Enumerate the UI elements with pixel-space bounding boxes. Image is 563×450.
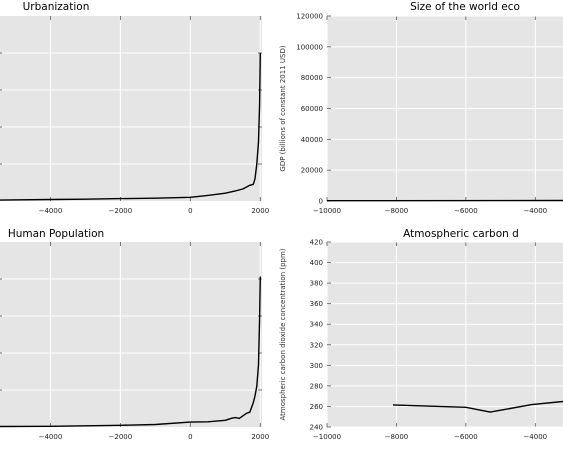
- y-tick-label: 100000: [296, 43, 323, 51]
- x-tick-label: −4000: [523, 433, 547, 441]
- chart-title: Human Population: [8, 228, 104, 240]
- y-tick-label: 340: [310, 321, 323, 329]
- chart-panel-3: −4000 −2000 0 2000 Human Population: [0, 228, 269, 441]
- x-tick-label: −6000: [454, 207, 478, 215]
- y-axis-label: GDP (billions of constant 2011 USD): [279, 45, 287, 171]
- x-tick-label: −8000: [385, 207, 409, 215]
- x-tick-label: 2000: [251, 207, 269, 215]
- y-tick-label: 120000: [296, 13, 323, 21]
- y-tick-label: 280: [310, 382, 323, 390]
- plot-background: [0, 242, 262, 427]
- plot-background: [0, 16, 262, 201]
- x-tick-label: −2000: [109, 207, 133, 215]
- y-tick-label: 0: [319, 198, 323, 206]
- y-tick-label: 380: [310, 280, 323, 288]
- y-axis-label: Atmospheric carbon dioxide concentration…: [279, 248, 287, 420]
- x-tick-label: −4000: [523, 207, 547, 215]
- x-tick-label: −4000: [39, 433, 63, 441]
- x-tick-label: −2000: [109, 433, 133, 441]
- series-line-1: [392, 400, 563, 413]
- y-tick-label: 80000: [301, 74, 323, 82]
- series-line-1: [0, 52, 261, 201]
- x-tick-label: 0: [188, 207, 192, 215]
- y-tick-label: 20000: [301, 167, 323, 175]
- chart-panel-4: −10000 −8000 −6000 −4000 240 260 280 300 320 340 3…: [279, 228, 563, 441]
- chart-title: Urbanization: [23, 1, 90, 13]
- y-tick-label: 360: [310, 300, 323, 308]
- y-tick-label: 420: [310, 239, 323, 247]
- y-tick-label: 320: [310, 341, 323, 349]
- x-tick-label: 0: [188, 433, 192, 441]
- y-tick-label: 60000: [301, 105, 323, 113]
- chart-panel-2: −10000 −8000 −6000 −4000 0 20000 40000 60000 800…: [279, 1, 563, 215]
- y-tick-label: 300: [310, 362, 323, 370]
- chart-title: Size of the world eco: [410, 1, 520, 13]
- x-tick-label: −4000: [39, 207, 63, 215]
- chart-panel-1: −4000 −2000 0 2000 Urbanization: [0, 1, 269, 215]
- x-tick-label: −10000: [313, 207, 341, 215]
- plot-background: [327, 242, 563, 427]
- y-tick-label: 400: [310, 259, 323, 267]
- y-tick-label: 260: [310, 403, 323, 411]
- x-tick-label: 2000: [251, 433, 269, 441]
- y-tick-label: 40000: [301, 136, 323, 144]
- chart-title: Atmospheric carbon d: [403, 228, 519, 240]
- x-tick-label: −10000: [313, 433, 341, 441]
- y-tick-label: 240: [310, 424, 323, 432]
- x-tick-label: −8000: [385, 433, 409, 441]
- series-line-1: [0, 276, 261, 428]
- x-tick-label: −6000: [454, 433, 478, 441]
